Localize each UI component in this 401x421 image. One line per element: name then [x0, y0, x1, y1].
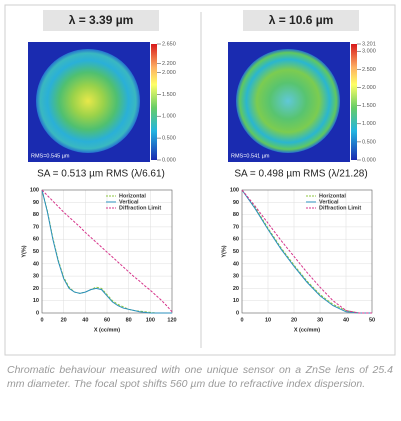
colorbar-label: 3.201 [362, 41, 376, 47]
y-tick-label: 10 [33, 298, 39, 304]
series-line [41, 189, 173, 313]
sa-text: SA = 0.513 µm RMS (λ/6.61) [37, 169, 165, 180]
plot-frame [241, 189, 373, 314]
legend-label: Horizontal [319, 193, 346, 199]
legend-label: Diffraction Limit [319, 205, 361, 211]
caption: Chromatic behaviour measured with one un… [7, 364, 393, 390]
x-tick-label: 80 [126, 317, 132, 323]
y-tick-label: 20 [233, 286, 239, 292]
colorbar-label: 1.500 [162, 92, 176, 98]
y-tick-label: 10 [233, 298, 239, 304]
x-tick-label: 10 [265, 317, 271, 323]
x-tick-label: 120 [167, 317, 176, 323]
y-axis-label: Y(%) [21, 245, 27, 257]
colorbar-label: 2.200 [162, 61, 176, 67]
colorbar-label: 2.500 [362, 67, 376, 73]
colorbar-label: 0.000 [162, 157, 176, 163]
y-tick-label: 40 [33, 261, 39, 267]
x-tick-label: 40 [82, 317, 88, 323]
y-tick-label: 0 [36, 310, 39, 316]
series-line [41, 189, 172, 314]
y-tick-label: 30 [233, 274, 239, 280]
y-tick-label: 30 [33, 274, 39, 280]
x-axis-label: X (cc/mm) [94, 327, 120, 333]
legend-label: Vertical [319, 199, 339, 205]
x-tick-label: 0 [40, 317, 43, 323]
y-tick-label: 60 [33, 237, 39, 243]
colorbar-label: 1.500 [362, 103, 376, 109]
y-tick-label: 20 [33, 286, 39, 292]
colorbar-label: 0.000 [362, 157, 376, 163]
colorbar-label: 3.000 [362, 49, 376, 55]
colorbar-label: 0.500 [162, 136, 176, 142]
y-tick-label: 80 [33, 212, 39, 218]
panel-title: λ = 10.6 µm [269, 13, 334, 27]
heatmap-spot [236, 49, 340, 153]
y-tick-label: 70 [33, 224, 39, 230]
series-line [241, 189, 372, 314]
y-tick-label: 100 [30, 187, 39, 193]
y-tick-label: 60 [233, 237, 239, 243]
x-tick-label: 50 [369, 317, 375, 323]
title-box [243, 10, 359, 31]
y-tick-label: 90 [233, 200, 239, 206]
colorbar-label: 0.500 [362, 139, 376, 145]
colorbar [151, 44, 157, 160]
legend-label: Horizontal [119, 193, 146, 199]
title-box [43, 10, 159, 31]
colorbar-label: 2.000 [362, 85, 376, 91]
sa-text: SA = 0.498 µm RMS (λ/21.28) [234, 169, 367, 180]
x-axis-label: X (cc/mm) [294, 327, 320, 333]
y-axis-label: Y(%) [221, 245, 227, 257]
heatmap-spot [36, 49, 140, 153]
y-tick-label: 0 [236, 310, 239, 316]
colorbar [351, 44, 357, 160]
plot-frame [41, 189, 173, 314]
y-tick-label: 50 [33, 249, 39, 255]
legend-label: Vertical [119, 199, 139, 205]
x-tick-label: 60 [104, 317, 110, 323]
colorbar-label: 2.650 [162, 41, 176, 47]
y-tick-label: 90 [33, 200, 39, 206]
colorbar-label: 1.000 [362, 121, 376, 127]
colorbar-label: 2.000 [162, 70, 176, 76]
x-tick-label: 20 [291, 317, 297, 323]
colorbar-label: 1.000 [162, 114, 176, 120]
x-tick-label: 40 [343, 317, 349, 323]
rms-label: RMS=0.545 µm [31, 153, 70, 159]
x-tick-label: 30 [317, 317, 323, 323]
rms-label: RMS=0.541 µm [231, 153, 270, 159]
series-line [241, 189, 372, 314]
y-tick-label: 40 [233, 261, 239, 267]
panel-title: λ = 3.39 µm [69, 13, 134, 27]
y-tick-label: 50 [233, 249, 239, 255]
y-tick-label: 70 [233, 224, 239, 230]
x-tick-label: 20 [61, 317, 67, 323]
y-tick-label: 80 [233, 212, 239, 218]
y-tick-label: 100 [230, 187, 239, 193]
frame [4, 4, 396, 356]
x-tick-label: 0 [240, 317, 243, 323]
legend-label: Diffraction Limit [119, 205, 161, 211]
x-tick-label: 100 [146, 317, 155, 323]
